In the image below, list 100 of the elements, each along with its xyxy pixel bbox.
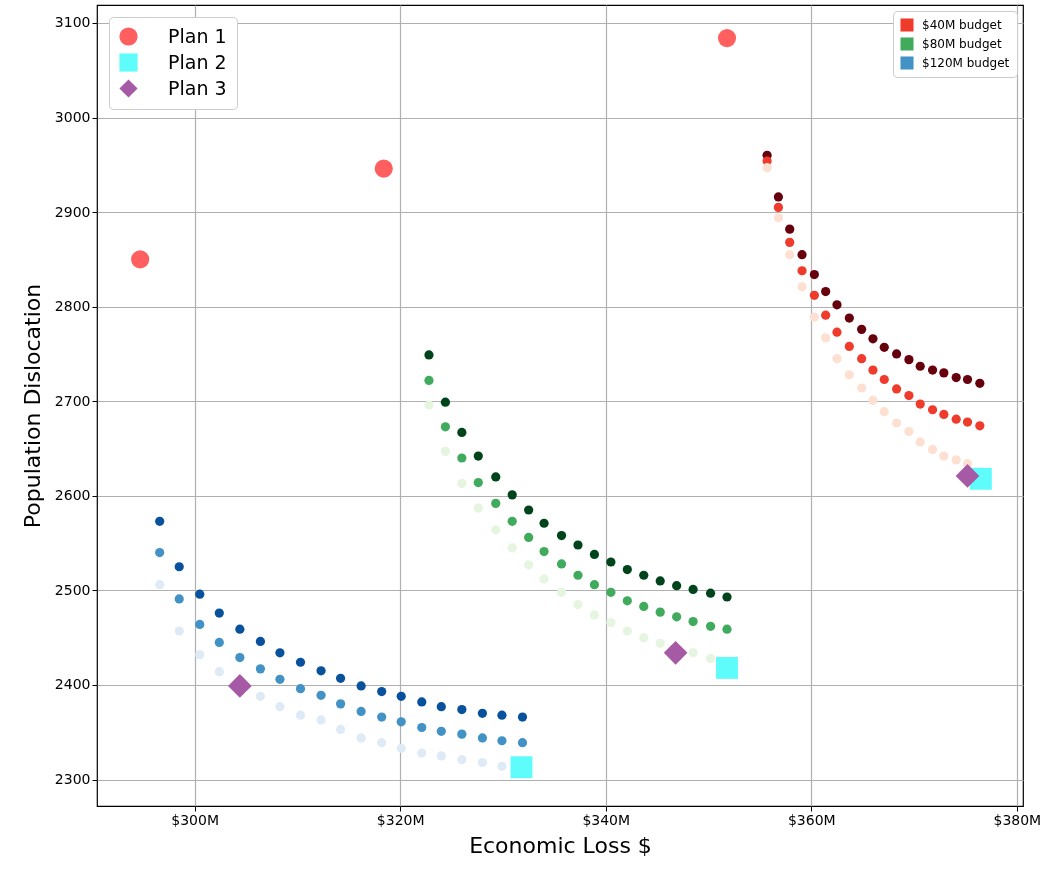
legend-label: Plan 2	[168, 50, 227, 73]
point	[497, 736, 507, 746]
point	[155, 516, 165, 526]
point	[396, 691, 406, 701]
point	[457, 755, 467, 765]
point	[951, 373, 961, 383]
point	[491, 472, 501, 482]
point	[524, 560, 534, 570]
point	[436, 702, 446, 712]
point	[436, 726, 446, 736]
y-tick-label: 2800	[54, 298, 91, 315]
point	[927, 405, 938, 415]
point	[195, 650, 205, 660]
point	[275, 648, 285, 658]
point	[295, 684, 306, 694]
point	[573, 540, 583, 550]
point	[915, 361, 925, 371]
point	[424, 400, 434, 410]
point	[622, 626, 632, 636]
point	[214, 608, 224, 618]
point	[951, 414, 961, 424]
point	[174, 562, 184, 572]
point	[155, 547, 165, 558]
legend-label: Plan 3	[168, 76, 227, 99]
point	[457, 453, 467, 463]
point	[396, 743, 406, 753]
point	[214, 667, 224, 677]
x-tick-label: $340M	[582, 811, 631, 828]
point	[356, 733, 366, 743]
point	[155, 580, 165, 590]
point	[606, 557, 616, 567]
point	[573, 599, 583, 610]
point	[857, 354, 867, 364]
point	[606, 617, 616, 628]
point	[832, 327, 842, 337]
x-tick-label: $380M	[993, 811, 1042, 828]
point	[821, 310, 831, 320]
point	[672, 581, 682, 591]
point	[440, 446, 451, 456]
legend-label: $40M budget	[922, 18, 1002, 32]
point	[927, 444, 938, 455]
point	[255, 664, 266, 674]
point	[868, 365, 878, 375]
point	[915, 437, 925, 447]
point	[228, 674, 252, 698]
point	[356, 681, 366, 691]
point	[655, 576, 665, 586]
point	[705, 621, 716, 631]
point	[275, 702, 285, 712]
point	[832, 300, 842, 310]
point	[440, 397, 451, 407]
point	[951, 455, 961, 465]
point	[904, 390, 914, 401]
y-tick-label: 2700	[54, 392, 91, 409]
point	[507, 516, 517, 526]
x-tick-label: $300M	[171, 811, 219, 828]
point	[975, 378, 985, 388]
y-tick-label: 3000	[54, 109, 91, 126]
point	[473, 451, 483, 461]
point	[785, 237, 795, 247]
point	[655, 638, 665, 648]
point	[879, 342, 889, 352]
point	[904, 355, 914, 365]
point	[688, 584, 698, 595]
point	[195, 619, 205, 630]
point	[844, 341, 854, 351]
point	[507, 543, 517, 553]
point	[716, 656, 738, 679]
point	[821, 286, 831, 297]
point	[440, 422, 451, 432]
point	[235, 652, 245, 663]
point	[821, 333, 831, 343]
point	[809, 290, 819, 300]
point	[785, 250, 795, 260]
point	[589, 549, 600, 560]
point	[722, 592, 732, 602]
legend-label: $120M budget	[922, 56, 1010, 70]
point	[857, 324, 867, 334]
legend-label: $80M budget	[922, 37, 1002, 51]
point	[962, 374, 973, 385]
point	[396, 717, 406, 727]
point	[417, 722, 427, 733]
y-axis-title: Population Dislocation	[19, 283, 45, 529]
point	[975, 421, 985, 431]
point	[457, 478, 467, 489]
point	[844, 313, 854, 323]
point	[335, 673, 346, 683]
point	[773, 202, 784, 212]
point	[891, 418, 902, 428]
point	[131, 250, 150, 269]
point	[491, 498, 501, 508]
point	[606, 587, 616, 597]
point	[868, 334, 878, 344]
y-tick-label: 2600	[54, 487, 91, 504]
point	[773, 192, 784, 202]
y-tick-label: 2300	[54, 771, 91, 788]
point	[255, 691, 266, 701]
point	[477, 708, 488, 718]
x-axis-title: Economic Loss $	[469, 832, 652, 858]
point	[477, 733, 488, 743]
